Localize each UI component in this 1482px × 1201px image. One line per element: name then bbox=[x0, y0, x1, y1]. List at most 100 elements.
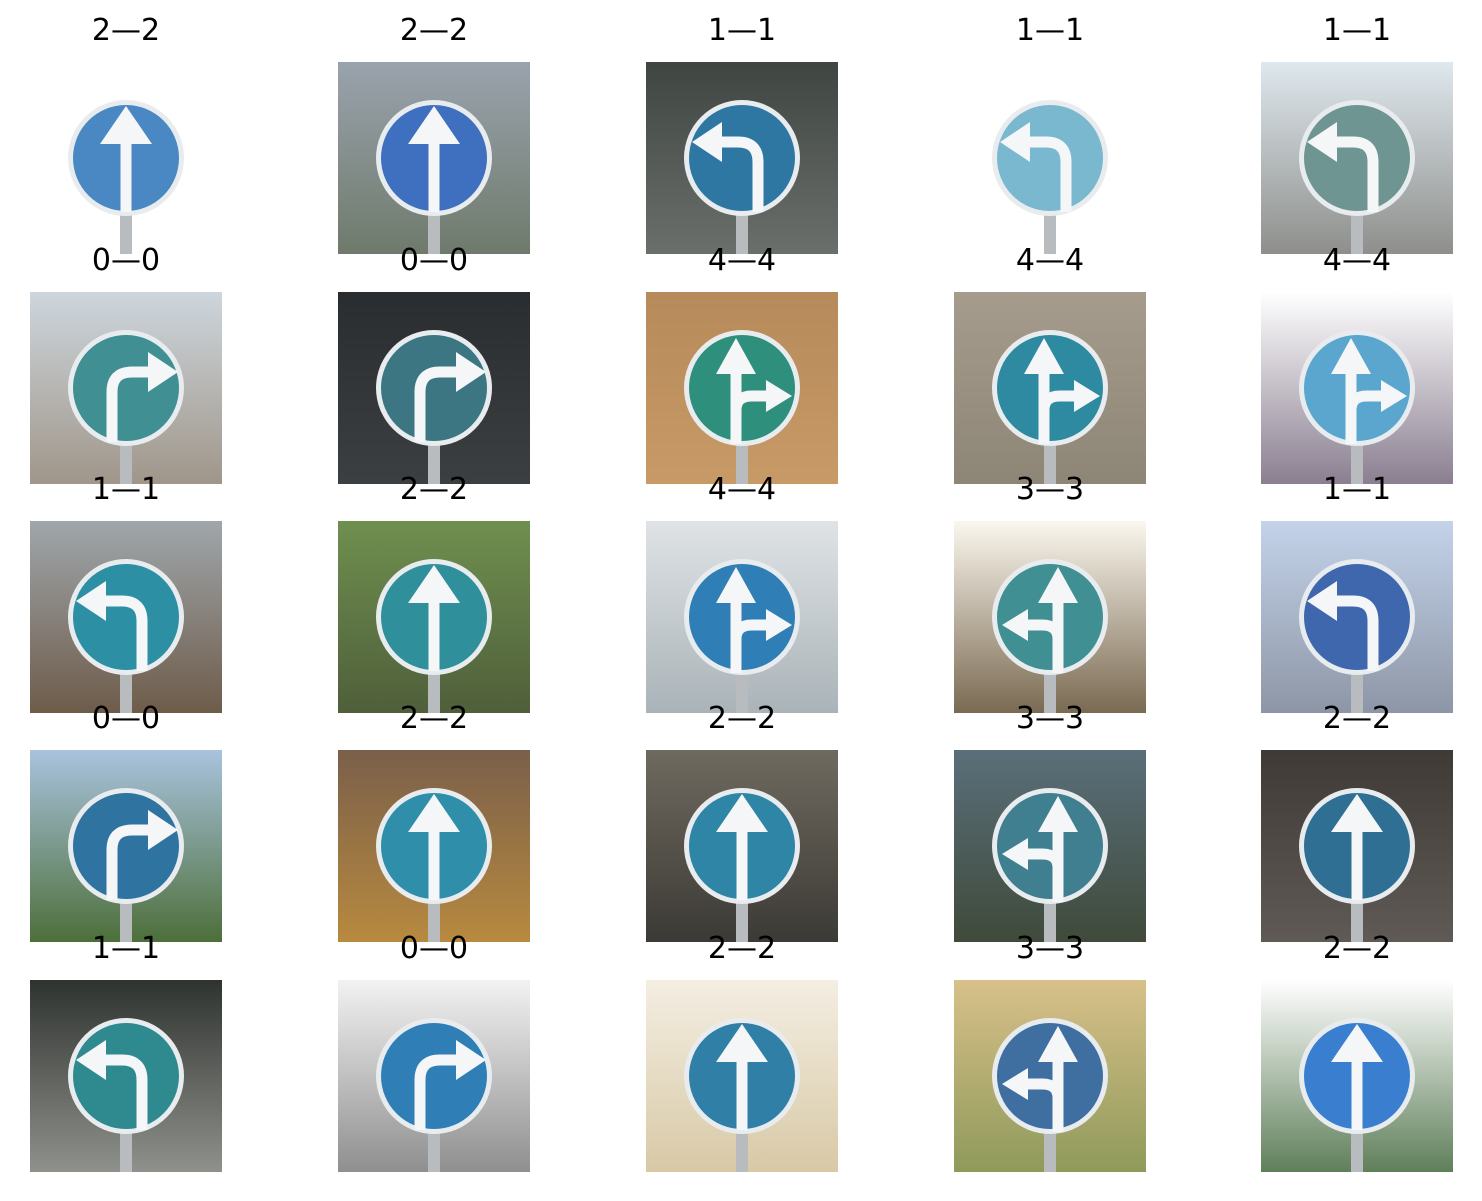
sign-thumbnail bbox=[30, 750, 222, 942]
cell-title: 0—0 bbox=[399, 243, 469, 278]
grid-cell: 4—4 bbox=[646, 475, 838, 713]
sign-thumbnail bbox=[30, 521, 222, 713]
grid-cell: 2—2 bbox=[1261, 704, 1453, 942]
cell-title: 0—0 bbox=[91, 701, 161, 736]
cell-title: 2—2 bbox=[399, 701, 469, 736]
arrow-up-right-sign bbox=[992, 330, 1108, 446]
cell-title: 2—2 bbox=[399, 13, 469, 48]
cell-title: 1—1 bbox=[1322, 472, 1392, 507]
grid-cell: 1—1 bbox=[954, 16, 1146, 254]
cell-title: 1—1 bbox=[91, 931, 161, 966]
cell-title: 1—1 bbox=[707, 13, 777, 48]
grid-cell: 2—2 bbox=[338, 16, 530, 254]
cell-title: 2—2 bbox=[1322, 931, 1392, 966]
arrow-up-sign bbox=[684, 1018, 800, 1134]
arrow-up-sign bbox=[376, 788, 492, 904]
grid-cell: 2—2 bbox=[1261, 934, 1453, 1172]
grid-cell: 2—2 bbox=[30, 16, 222, 254]
arrow-left-sign bbox=[684, 100, 800, 216]
sign-thumbnail bbox=[1261, 292, 1453, 484]
sign-thumbnail bbox=[1261, 980, 1453, 1172]
sign-thumbnail bbox=[338, 521, 530, 713]
sign-thumbnail bbox=[954, 292, 1146, 484]
grid-cell: 3—3 bbox=[954, 704, 1146, 942]
arrow-right-sign bbox=[68, 788, 184, 904]
arrow-up-right-sign bbox=[684, 559, 800, 675]
cell-title: 1—1 bbox=[1322, 13, 1392, 48]
grid-cell: 0—0 bbox=[30, 246, 222, 484]
sign-thumbnail bbox=[30, 292, 222, 484]
cell-title: 2—2 bbox=[1322, 701, 1392, 736]
grid-cell: 0—0 bbox=[338, 246, 530, 484]
grid-cell: 2—2 bbox=[338, 704, 530, 942]
sign-thumbnail bbox=[646, 292, 838, 484]
cell-title: 2—2 bbox=[399, 472, 469, 507]
arrow-left-sign bbox=[68, 1018, 184, 1134]
cell-title: 2—2 bbox=[91, 13, 161, 48]
cell-title: 2—2 bbox=[707, 701, 777, 736]
arrow-left-sign bbox=[1299, 559, 1415, 675]
cell-title: 1—1 bbox=[91, 472, 161, 507]
arrow-up-right-sign bbox=[684, 330, 800, 446]
arrow-up-sign bbox=[376, 100, 492, 216]
sign-thumbnail bbox=[646, 62, 838, 254]
grid-cell: 2—2 bbox=[646, 704, 838, 942]
cell-title: 4—4 bbox=[707, 472, 777, 507]
sign-thumbnail bbox=[954, 521, 1146, 713]
cell-title: 4—4 bbox=[707, 243, 777, 278]
arrow-up-left-sign bbox=[992, 788, 1108, 904]
grid-cell: 1—1 bbox=[1261, 16, 1453, 254]
sign-thumbnail bbox=[338, 980, 530, 1172]
cell-title: 3—3 bbox=[1015, 472, 1085, 507]
sign-thumbnail bbox=[338, 62, 530, 254]
arrow-right-sign bbox=[376, 1018, 492, 1134]
grid-cell: 4—4 bbox=[1261, 246, 1453, 484]
grid-cell: 4—4 bbox=[646, 246, 838, 484]
cell-title: 4—4 bbox=[1322, 243, 1392, 278]
cell-title: 0—0 bbox=[399, 931, 469, 966]
arrow-left-sign bbox=[1299, 100, 1415, 216]
sign-thumbnail bbox=[338, 292, 530, 484]
sign-thumbnail bbox=[30, 62, 222, 254]
sign-thumbnail bbox=[646, 521, 838, 713]
grid-cell: 0—0 bbox=[338, 934, 530, 1172]
sign-thumbnail bbox=[954, 750, 1146, 942]
cell-title: 3—3 bbox=[1015, 931, 1085, 966]
grid-cell: 1—1 bbox=[646, 16, 838, 254]
sign-thumbnail bbox=[1261, 750, 1453, 942]
cell-title: 1—1 bbox=[1015, 13, 1085, 48]
cell-title: 3—3 bbox=[1015, 701, 1085, 736]
grid-cell: 2—2 bbox=[338, 475, 530, 713]
arrow-up-right-sign bbox=[1299, 330, 1415, 446]
arrow-left-sign bbox=[68, 559, 184, 675]
sign-thumbnail bbox=[1261, 521, 1453, 713]
grid-cell: 4—4 bbox=[954, 246, 1146, 484]
grid-cell: 1—1 bbox=[1261, 475, 1453, 713]
sign-thumbnail bbox=[646, 750, 838, 942]
grid-cell: 0—0 bbox=[30, 704, 222, 942]
sign-thumbnail bbox=[954, 62, 1146, 254]
grid-cell: 1—1 bbox=[30, 934, 222, 1172]
arrow-up-left-sign bbox=[992, 559, 1108, 675]
sign-thumbnail bbox=[1261, 62, 1453, 254]
cell-title: 2—2 bbox=[707, 931, 777, 966]
grid-cell: 3—3 bbox=[954, 934, 1146, 1172]
arrow-up-sign bbox=[684, 788, 800, 904]
sign-thumbnail bbox=[30, 980, 222, 1172]
cell-title: 0—0 bbox=[91, 243, 161, 278]
grid-cell: 1—1 bbox=[30, 475, 222, 713]
sign-thumbnail bbox=[338, 750, 530, 942]
sign-thumbnail bbox=[646, 980, 838, 1172]
arrow-right-sign bbox=[376, 330, 492, 446]
arrow-up-sign bbox=[1299, 1018, 1415, 1134]
grid-cell: 3—3 bbox=[954, 475, 1146, 713]
sign-thumbnail bbox=[954, 980, 1146, 1172]
cell-title: 4—4 bbox=[1015, 243, 1085, 278]
arrow-right-sign bbox=[68, 330, 184, 446]
arrow-up-left-sign bbox=[992, 1018, 1108, 1134]
grid-cell: 2—2 bbox=[646, 934, 838, 1172]
arrow-up-sign bbox=[1299, 788, 1415, 904]
arrow-up-sign bbox=[68, 100, 184, 216]
arrow-left-sign bbox=[992, 100, 1108, 216]
arrow-up-sign bbox=[376, 559, 492, 675]
